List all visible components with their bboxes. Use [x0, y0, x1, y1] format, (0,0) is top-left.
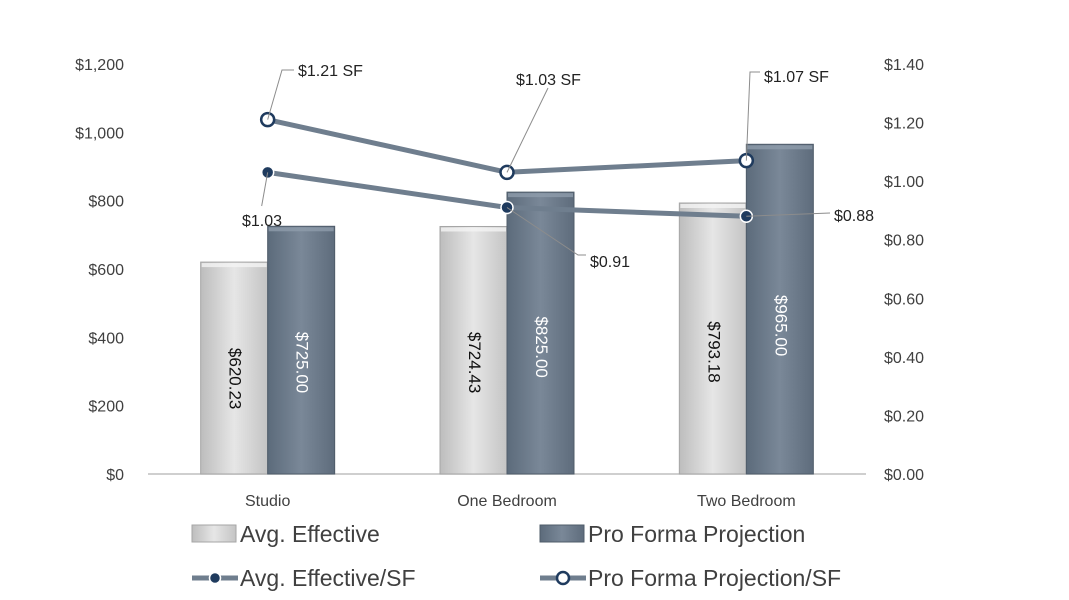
bar-avg-effective-top-bevel: [441, 227, 506, 232]
legend-swatch: [539, 524, 585, 543]
data-label-avg-effective-sf: $0.91: [590, 254, 630, 271]
bar-pro-forma-top-bevel: [508, 193, 573, 198]
legend-label: Pro Forma Projection/SF: [588, 565, 841, 591]
bar-pro-forma-top-bevel: [268, 227, 334, 232]
bar-avg-effective-top-bevel: [201, 263, 267, 268]
bar-pro-forma-label: $825.00: [532, 316, 551, 377]
y-right-tick-label: $1.40: [884, 57, 924, 74]
y-right-tick-label: $0.60: [884, 291, 924, 308]
legend-item: Avg. Effective: [191, 521, 380, 547]
bar-avg-effective-top-bevel: [680, 203, 746, 208]
y-left-tick-label: $1,000: [75, 125, 124, 142]
leader-line: [506, 207, 586, 256]
y-left-tick-label: $200: [88, 399, 124, 416]
bar-avg-effective-label: $620.23: [226, 348, 245, 409]
x-category-label: Studio: [245, 493, 290, 510]
legend-label: Avg. Effective/SF: [240, 565, 416, 591]
y-right-tick-label: $0.40: [884, 350, 924, 367]
bar-avg-effective-label: $724.43: [465, 332, 484, 393]
bar-avg-effective: [678, 202, 747, 475]
y-right-tick-label: $1.00: [884, 174, 924, 191]
legend-item: Pro Forma Projection: [539, 521, 805, 547]
y-left-tick-label: $600: [88, 262, 124, 279]
legend-swatch: [191, 524, 237, 543]
bar-pro-forma-label: $725.00: [293, 332, 312, 393]
x-category-label: Two Bedroom: [697, 493, 796, 510]
legend-item: Avg. Effective/SF: [192, 565, 416, 591]
leader-line: [746, 212, 831, 217]
line-pro-forma-sf: [267, 117, 747, 175]
x-category-label: One Bedroom: [457, 493, 557, 510]
y-left-tick-label: $800: [88, 194, 124, 211]
bar-pro-forma-label: $965.00: [771, 295, 790, 356]
y-left-tick-label: $400: [88, 330, 124, 347]
bar-pro-forma-top-bevel: [747, 145, 813, 150]
data-label-pro-forma-sf: $1.07 SF: [764, 69, 829, 86]
bar-avg-effective: [200, 261, 269, 475]
leader-line: [267, 69, 294, 120]
legend-item: Pro Forma Projection/SF: [540, 565, 841, 591]
y-right-tick-label: $1.20: [884, 116, 924, 133]
data-label-pro-forma-sf: $1.03 SF: [516, 72, 581, 89]
data-label-avg-effective-sf: $0.88: [834, 208, 874, 225]
leader-line: [506, 87, 549, 173]
leader-line: [745, 71, 760, 161]
leader-line: [261, 172, 269, 207]
bar-pro-forma: [506, 191, 575, 475]
y-left-tick-label: $1,200: [75, 57, 124, 74]
data-label-avg-effective-sf: $1.03: [242, 213, 282, 230]
legend-marker: [555, 570, 571, 586]
y-right-tick-label: $0.20: [884, 408, 924, 425]
y-left-tick-label: $0: [106, 467, 124, 484]
bar-pro-forma: [267, 225, 336, 475]
legend-marker: [208, 571, 222, 585]
data-label-pro-forma-sf: $1.21 SF: [298, 63, 363, 80]
bar-pro-forma: [745, 143, 814, 475]
legend-label: Pro Forma Projection: [588, 521, 805, 547]
bar-avg-effective-label: $793.18: [704, 321, 723, 382]
legend-label: Avg. Effective: [240, 521, 380, 547]
y-right-tick-label: $0.80: [884, 233, 924, 250]
y-right-tick-label: $0.00: [884, 467, 924, 484]
